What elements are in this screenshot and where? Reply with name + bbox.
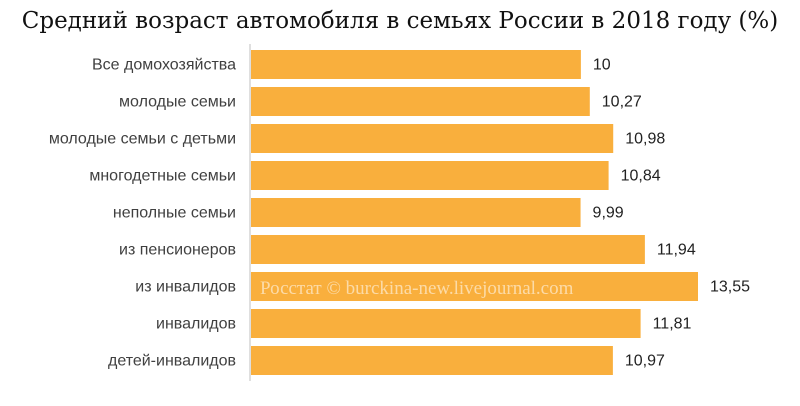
category-label: инвалидов	[156, 316, 236, 333]
category-label: из инвалидов	[135, 279, 236, 296]
category-label: молодые семьи с детьми	[49, 131, 236, 148]
value-label: 9,99	[593, 205, 624, 222]
category-label: Все домохозяйства	[92, 57, 236, 74]
category-label: из пенсионеров	[119, 242, 236, 259]
bar	[251, 87, 590, 116]
value-label: 11,94	[657, 242, 696, 259]
category-label: неполные семьи	[113, 205, 236, 222]
value-label: 11,81	[653, 316, 692, 333]
bar	[251, 124, 614, 153]
labels-layer: Все домохозяйства 10 молодые семьи 10,27 мол…	[49, 57, 750, 370]
value-label: 10,98	[625, 131, 665, 148]
bar	[251, 346, 613, 375]
value-label: 10,27	[602, 94, 642, 111]
value-label: 10,84	[621, 168, 661, 185]
bars-layer	[251, 50, 698, 375]
bar	[251, 198, 581, 227]
category-label: молодые семьи	[119, 94, 236, 111]
category-label: многодетные семьи	[89, 168, 236, 185]
value-label: 13,55	[710, 279, 750, 296]
value-label: 10	[593, 57, 611, 74]
category-label: детей-инвалидов	[108, 353, 236, 370]
value-label: 10,97	[625, 353, 665, 370]
bar	[251, 161, 609, 190]
bar	[251, 309, 641, 338]
chart-title: Средний возраст автомобиля в семьях Росс…	[21, 8, 779, 34]
watermark: Росстат © burckina-new.livejournal.com	[260, 278, 574, 299]
bar	[251, 50, 581, 79]
bar	[251, 235, 645, 264]
bar	[251, 272, 698, 301]
